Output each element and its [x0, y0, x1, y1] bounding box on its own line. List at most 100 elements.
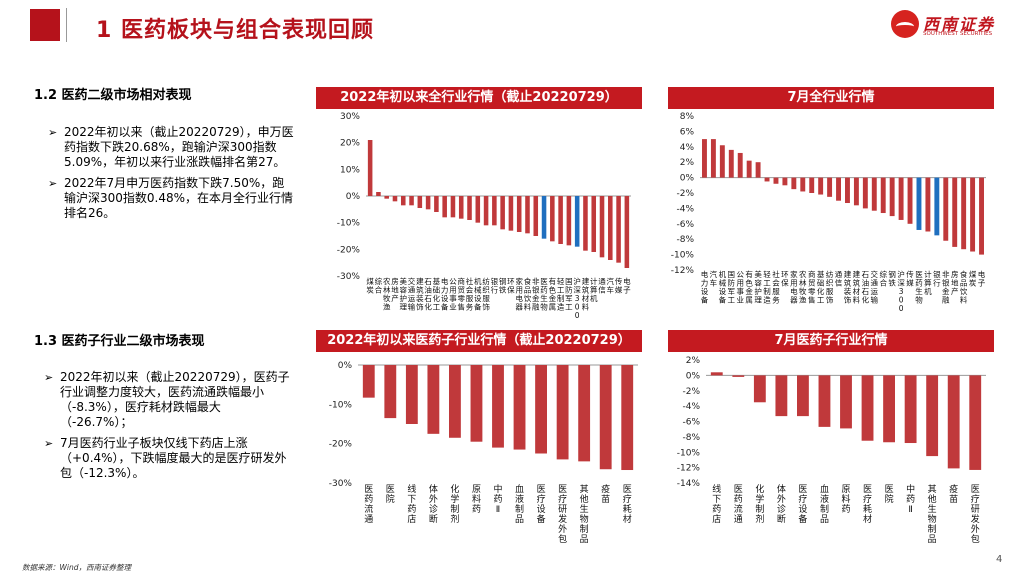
category-label: 农林牧渔: [383, 276, 391, 312]
bar-房地产: [952, 177, 958, 247]
bar-电力设备: [442, 196, 447, 218]
category-label: 社会服务: [772, 269, 780, 305]
bar-建筑材料: [583, 196, 588, 251]
logo-emblem-icon: [891, 10, 919, 38]
category-label: 银行: [491, 277, 499, 295]
chart1-title: 2022年初以来全行业行情（截止20220729）: [316, 87, 642, 109]
category-label: 国防军工: [565, 277, 573, 312]
y-tick-label: 0%: [686, 371, 701, 381]
y-tick-label: -14%: [677, 479, 701, 489]
subindustry-bullet-list: 2022年初以来（截止20220729），医药子行业调整力度较大，医药流通跌幅最…: [44, 370, 292, 487]
bar-房地产: [392, 196, 398, 202]
bar-建筑装饰: [417, 196, 423, 208]
category-label: 基础化工: [817, 269, 825, 305]
bar-医疗研发外包: [969, 375, 982, 470]
category-label: 化学制剂: [450, 483, 459, 525]
category-label: 纺织服饰: [826, 269, 834, 305]
category-label: 中药 Ⅱ: [906, 483, 915, 515]
category-label: 环保: [507, 277, 515, 295]
bar-商贸零售: [458, 196, 464, 219]
bar-建筑材料: [853, 177, 859, 206]
category-label: 美容护理: [754, 269, 762, 305]
category-label: 交通运输: [871, 269, 879, 305]
bar-汽车: [710, 139, 716, 178]
category-label: 医药生物: [540, 277, 548, 312]
category-label: 有色金属: [549, 276, 557, 312]
category-label: 电子: [978, 269, 986, 288]
category-label: 汽车: [710, 269, 718, 288]
y-tick-label: 10%: [340, 165, 360, 175]
bar-疫苗: [947, 375, 960, 469]
bar-传媒: [616, 196, 621, 263]
category-label: 医药流通: [364, 484, 373, 525]
y-tick-label: -10%: [337, 219, 361, 229]
bar-医药生物: [541, 196, 547, 239]
market-bullet-1: 2022年初以来（截止20220729），申万医药指数下跌20.68%，跑输沪深…: [48, 125, 294, 170]
category-label: 电子: [623, 276, 631, 295]
bar-综合: [376, 192, 381, 196]
category-label: 医疗研发外包: [971, 484, 980, 545]
bar-社会服务: [467, 196, 472, 220]
category-label: 原料药: [472, 484, 481, 515]
section-heading-subindustry: 1.3 医药子行业二级市场表现: [34, 334, 205, 349]
category-label: 其他生物制品: [928, 484, 937, 545]
bar-煤炭: [367, 140, 373, 196]
category-label: 煤炭: [366, 276, 374, 295]
category-label: 医疗设备: [798, 484, 807, 525]
category-label: 通信: [835, 269, 843, 288]
category-label: 其他生物制品: [580, 484, 589, 545]
all-industry-ytd-chart: 30% 20% 10% 0% -10% -20% -30% 煤炭综合农林牧渔房地产美容护理交通…: [337, 112, 631, 320]
bar-公用事业: [450, 196, 456, 218]
category-label: 食品饮料: [960, 269, 968, 305]
bar-家用电器: [791, 177, 797, 190]
bar-食品饮料: [961, 177, 967, 250]
category-label: 轻工制造: [557, 276, 565, 312]
bar-疫苗: [599, 365, 612, 470]
all-industry-july-chart: 8% 6% 4% 2% 0% -2% -4% -6% -8% -10% -12% 电力设备汽车机械设备…: [671, 112, 986, 313]
category-label: 沪深 3 0 0: [897, 269, 905, 313]
category-label: 社会服务: [466, 276, 474, 312]
bar-原料药: [840, 375, 852, 429]
y-tick-label: -20%: [329, 440, 353, 450]
bar-纺织服饰: [827, 177, 833, 197]
y-tick-label: 2%: [680, 158, 695, 168]
section-heading-market: 1.2 医药二级市场相对表现: [34, 88, 192, 103]
bar-银行: [934, 177, 940, 236]
bar-其他生物制品: [578, 365, 591, 462]
bar-交通运输: [409, 196, 414, 206]
category-label: 基础化工: [433, 276, 441, 312]
y-tick-label: -2%: [676, 189, 694, 199]
y-tick-label: -2%: [682, 387, 700, 397]
category-label: 沪深 3 0 0: [573, 276, 581, 320]
bar-钢铁: [889, 177, 895, 217]
bar-银行: [492, 196, 497, 226]
bar-机械设备: [475, 196, 481, 223]
bar-汽车: [608, 196, 613, 260]
category-label: 煤炭: [969, 269, 977, 288]
chart4-title: 7月医药子行业行情: [668, 330, 994, 352]
category-label: 医药流通: [734, 484, 743, 525]
category-label: 计算机: [590, 276, 598, 303]
bar-医药生物: [916, 177, 922, 230]
y-tick-label: -6%: [682, 418, 700, 428]
category-label: 疫苗: [949, 483, 958, 505]
bar-体外诊断: [775, 375, 788, 417]
bar-血液制品: [513, 365, 526, 450]
category-label: 建筑装饰: [416, 276, 424, 312]
category-label: 环保: [781, 270, 789, 288]
category-label: 食品饮料: [524, 276, 532, 312]
category-label: 商贸零售: [457, 276, 465, 312]
bar-有色金属: [746, 160, 752, 178]
category-label: 机械设备: [719, 269, 727, 305]
category-label: 钢铁: [499, 276, 507, 295]
category-label: 线下药店: [712, 483, 721, 525]
bar-化学制剂: [753, 375, 766, 403]
bar-中药Ⅱ: [492, 365, 504, 448]
category-label: 血液制品: [820, 483, 829, 525]
category-label: 非银金融: [532, 276, 540, 312]
data-source-note: 数据来源：Wind，西南证券整理: [22, 563, 132, 572]
bar-线下药店: [710, 372, 723, 376]
category-label: 疫苗: [601, 483, 610, 505]
category-label: 钢铁: [888, 269, 896, 288]
y-tick-label: 4%: [680, 143, 695, 153]
